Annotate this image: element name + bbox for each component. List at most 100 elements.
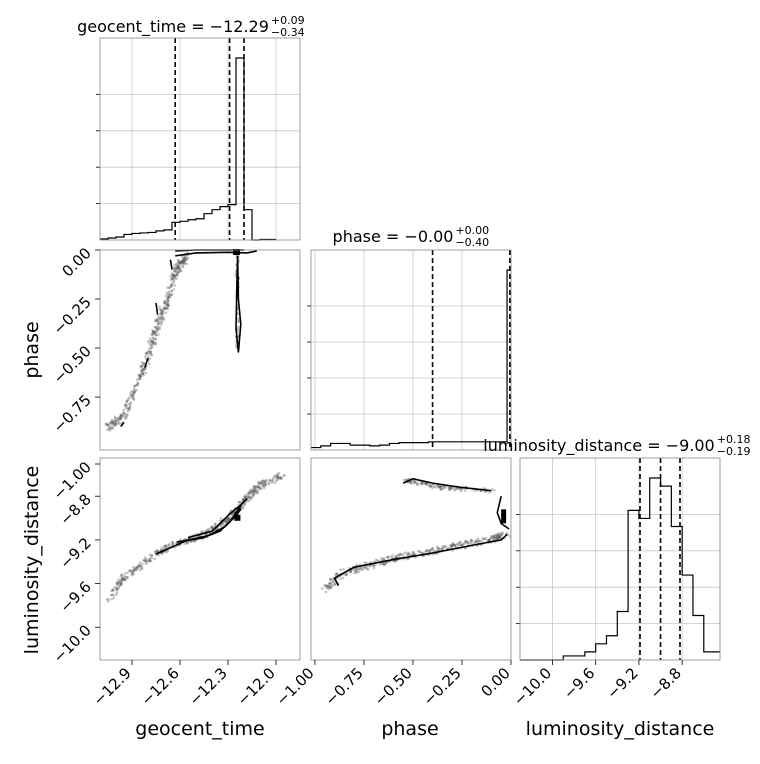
sample-point: [452, 487, 455, 491]
sample-point: [172, 273, 176, 277]
sample-point: [464, 546, 467, 550]
panel-frame: [310, 457, 512, 661]
sample-point: [372, 566, 376, 570]
sample-point: [116, 417, 119, 421]
sample-point: [418, 550, 422, 554]
sample-point: [152, 332, 156, 336]
sample-point: [274, 479, 278, 482]
sample-point: [186, 256, 190, 260]
sample-point: [119, 581, 123, 585]
sample-point: [128, 569, 132, 572]
sample-point: [441, 487, 445, 490]
sample-point: [118, 581, 121, 585]
sample-point: [126, 413, 129, 416]
sample-point: [228, 517, 231, 521]
sample-point: [453, 544, 456, 547]
sample-point: [493, 488, 496, 492]
sample-point: [119, 583, 122, 587]
sample-point: [149, 344, 153, 347]
sample-point: [144, 559, 147, 563]
sample-point: [152, 342, 156, 345]
sample-point: [219, 524, 223, 528]
sample-point: [474, 540, 477, 544]
sample-point: [236, 320, 240, 323]
sample-point: [132, 389, 136, 393]
sample-point: [148, 559, 152, 563]
sample-point: [136, 566, 140, 569]
sample-point: [438, 485, 442, 489]
sample-point: [108, 426, 112, 430]
sample-point: [452, 543, 456, 547]
sample-point: [159, 312, 163, 316]
sample-point: [497, 536, 501, 540]
sample-point: [143, 559, 146, 562]
title-sub: −0.19: [717, 445, 751, 458]
sample-point: [441, 544, 445, 548]
sample-point: [381, 562, 384, 566]
sample-point: [498, 534, 501, 538]
sample-point: [139, 366, 142, 369]
sample-point: [349, 570, 353, 573]
sample-point: [228, 517, 232, 521]
sample-point: [173, 276, 177, 280]
sample-point: [147, 559, 151, 562]
sample-point: [121, 415, 124, 418]
sample-point: [425, 483, 428, 487]
sample-point: [141, 562, 144, 566]
sample-point: [156, 328, 159, 332]
sample-point: [500, 533, 504, 536]
sample-point: [328, 581, 332, 585]
sample-point: [149, 340, 153, 343]
sample-point: [106, 600, 110, 603]
sample-point: [426, 549, 429, 553]
sample-point: [168, 542, 171, 546]
sample-point: [267, 482, 271, 486]
sample-point: [177, 266, 181, 270]
sample-point: [251, 492, 254, 496]
x-tick-label: −12.3: [186, 664, 231, 709]
sample-point: [181, 259, 185, 263]
sample-point: [252, 492, 256, 495]
sample-point: [139, 364, 143, 368]
sample-point: [367, 564, 371, 568]
sample-point: [124, 417, 127, 420]
sample-point: [113, 421, 116, 425]
sample-point: [384, 561, 388, 565]
sample-point: [132, 387, 136, 390]
sample-point: [357, 570, 360, 574]
sample-point: [144, 562, 148, 565]
title-sub: −0.40: [455, 236, 489, 249]
sample-point: [169, 278, 173, 282]
sample-point: [323, 584, 327, 588]
sample-point: [474, 489, 477, 493]
sample-point: [122, 575, 126, 578]
sample-point: [166, 298, 169, 302]
sample-point: [431, 483, 434, 487]
sample-point: [277, 477, 281, 480]
title-geocent_time: geocent_time = −12.29 +0.09−0.34: [77, 14, 305, 39]
sample-point: [149, 352, 153, 356]
sample-point: [169, 294, 173, 297]
sample-point: [236, 334, 240, 337]
sample-point: [181, 265, 185, 269]
sample-point: [490, 536, 493, 540]
sample-point: [425, 549, 428, 553]
sample-point: [140, 367, 144, 370]
sample-point: [183, 261, 187, 265]
sample-point: [167, 295, 171, 299]
sample-point: [492, 536, 496, 539]
sample-point: [138, 377, 141, 381]
sample-point: [262, 479, 265, 483]
contour-phase-lumdist-upper: [402, 477, 492, 492]
sample-point: [187, 540, 191, 544]
panel-frame: [99, 249, 301, 451]
sample-point: [135, 383, 138, 387]
sample-point: [256, 485, 260, 488]
sample-point: [219, 517, 223, 520]
sample-point: [119, 414, 123, 417]
sample-point: [118, 581, 122, 585]
sample-point: [168, 295, 171, 299]
sample-point: [182, 259, 185, 263]
sample-point: [439, 485, 443, 489]
sample-point: [410, 480, 413, 484]
